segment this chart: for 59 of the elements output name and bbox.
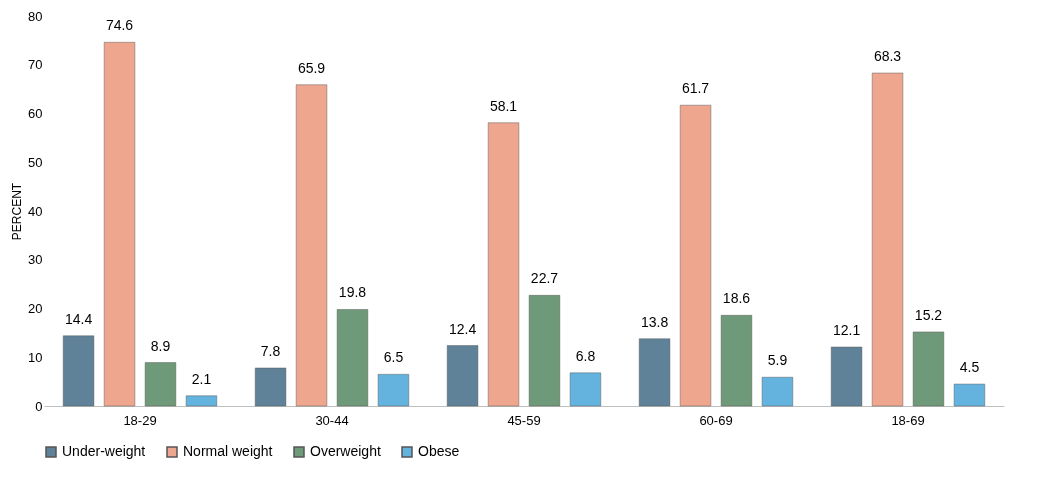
y-tick-label: 60 [28,106,43,121]
data-label: 18.6 [722,290,751,307]
data-label: 13.8 [640,313,669,330]
legend-label: Normal weight [183,443,273,459]
bar [185,395,218,407]
bar [830,346,863,407]
data-label: 5.9 [767,352,788,369]
legend-label: Under-weight [62,443,146,459]
data-label: 61.7 [681,80,710,97]
bar [446,345,479,407]
x-tick-label: 18-69 [891,412,925,428]
data-label: 8.9 [150,337,171,354]
x-tick-label: 60-69 [699,412,733,428]
data-label: 6.8 [575,347,596,364]
y-axis-title: PERCENT [10,182,25,241]
data-label: 65.9 [297,59,326,76]
bar [720,314,753,407]
bar [336,308,369,407]
y-tick-label: 80 [28,8,43,24]
data-label: 12.1 [832,322,861,339]
x-tick-label: 45-59 [507,412,541,428]
data-label: 22.7 [530,270,559,287]
bar [144,362,177,407]
bar [103,41,136,407]
legend-label: Overweight [310,443,381,459]
data-label: 6.5 [383,349,404,366]
bar [679,104,712,407]
bar [62,335,95,407]
data-label: 4.5 [959,359,980,376]
data-label: 19.8 [338,284,367,301]
data-label: 12.4 [448,320,477,337]
bar [377,373,410,407]
bar [254,367,287,407]
y-tick-label: 50 [28,154,43,170]
y-tick-label: 40 [28,203,43,219]
bar [912,331,945,407]
y-tick-label: 0 [35,398,43,414]
bar [528,294,561,407]
y-tick-label: 10 [28,349,43,365]
bar [487,122,520,407]
data-label: 2.1 [191,370,212,387]
bar [638,338,671,407]
data-label: 58.1 [489,97,518,114]
bar [761,376,794,407]
y-tick-label: 20 [28,301,43,316]
bar [569,372,602,407]
y-tick-label: 30 [28,252,43,268]
data-label: 7.8 [260,342,281,359]
data-label: 68.3 [873,48,902,65]
y-tick-label: 70 [28,57,43,73]
bar [295,84,328,407]
legend-label: Obese [418,443,460,459]
data-label: 14.4 [64,310,93,327]
bar [871,72,904,407]
x-tick-label: 18-29 [123,412,157,428]
data-label: 74.6 [105,17,134,34]
bar [953,383,986,407]
data-label: 15.2 [914,306,943,323]
x-tick-label: 30-44 [315,412,349,428]
